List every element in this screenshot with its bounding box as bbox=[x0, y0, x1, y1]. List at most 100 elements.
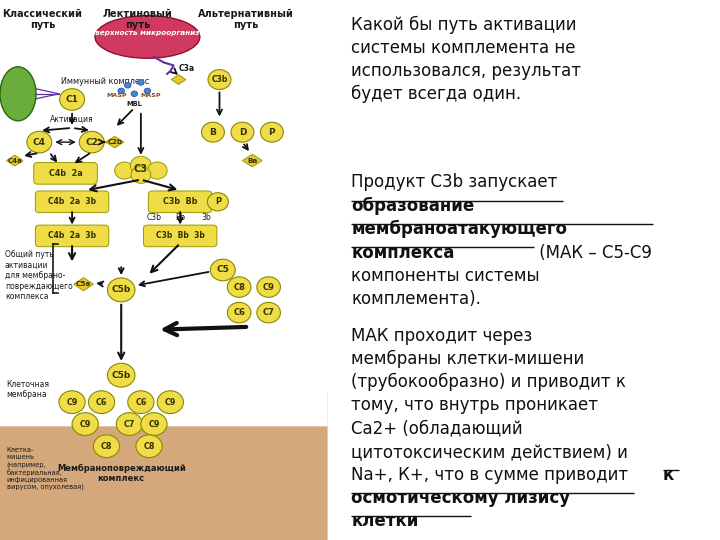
Circle shape bbox=[59, 391, 85, 414]
Text: MASP: MASP bbox=[140, 93, 161, 98]
Text: C4b  2a  3b: C4b 2a 3b bbox=[48, 197, 96, 206]
Text: Лектиновый
путь: Лектиновый путь bbox=[103, 9, 173, 30]
Text: C3b: C3b bbox=[146, 213, 161, 222]
Circle shape bbox=[107, 278, 135, 302]
Text: C5a: C5a bbox=[76, 281, 91, 287]
Text: C9: C9 bbox=[263, 282, 274, 292]
Circle shape bbox=[127, 391, 154, 414]
FancyBboxPatch shape bbox=[34, 163, 97, 184]
Text: Клетка-
мишень
(например,
бактериальная,
инфицированная
вирусом, опухолевая): Клетка- мишень (например, бактериальная,… bbox=[6, 448, 84, 490]
Polygon shape bbox=[243, 154, 262, 167]
Text: MASP: MASP bbox=[106, 93, 127, 98]
Circle shape bbox=[94, 435, 120, 457]
Polygon shape bbox=[73, 278, 94, 291]
Text: Какой бы путь активации
системы комплемента не
использовался, результат
будет вс: Какой бы путь активации системы комплеме… bbox=[351, 16, 581, 104]
Text: Клеточная
мембрана: Клеточная мембрана bbox=[6, 380, 50, 399]
Circle shape bbox=[257, 277, 280, 298]
Text: C6: C6 bbox=[233, 308, 245, 317]
Circle shape bbox=[60, 89, 84, 110]
Text: C4a: C4a bbox=[7, 158, 22, 164]
FancyBboxPatch shape bbox=[35, 191, 109, 213]
Text: C5: C5 bbox=[216, 266, 229, 274]
Text: C4: C4 bbox=[33, 138, 46, 146]
Text: C3b  Bb  3b: C3b Bb 3b bbox=[156, 232, 204, 240]
Ellipse shape bbox=[0, 67, 36, 121]
Circle shape bbox=[79, 131, 104, 153]
FancyBboxPatch shape bbox=[148, 191, 212, 213]
Text: клетки: клетки bbox=[351, 512, 418, 530]
Text: Классический
путь: Классический путь bbox=[3, 9, 83, 30]
Text: C5b: C5b bbox=[112, 370, 131, 380]
Circle shape bbox=[136, 435, 162, 457]
Text: Продукт С3b запускает: Продукт С3b запускает bbox=[351, 173, 557, 191]
Text: Ca2+ (обладающий: Ca2+ (обладающий bbox=[351, 420, 523, 437]
Text: МАК проходит через: МАК проходит через bbox=[351, 327, 532, 345]
FancyBboxPatch shape bbox=[35, 225, 109, 247]
Text: C2: C2 bbox=[85, 138, 98, 146]
Text: C9: C9 bbox=[66, 397, 78, 407]
Text: C8: C8 bbox=[101, 442, 112, 451]
Text: мембраноатакующего: мембраноатакующего bbox=[351, 220, 567, 239]
Text: образование: образование bbox=[351, 197, 474, 215]
Circle shape bbox=[202, 122, 225, 142]
Text: C8: C8 bbox=[233, 282, 245, 292]
Text: мембраны клетки-мишени: мембраны клетки-мишени bbox=[351, 350, 585, 368]
Circle shape bbox=[157, 391, 184, 414]
Text: B: B bbox=[210, 127, 217, 137]
Text: D: D bbox=[238, 127, 246, 137]
Circle shape bbox=[130, 156, 151, 174]
Circle shape bbox=[107, 363, 135, 387]
Text: C1: C1 bbox=[66, 95, 78, 104]
Circle shape bbox=[131, 91, 138, 97]
Text: (трубокообразно) и приводит к: (трубокообразно) и приводит к bbox=[351, 373, 626, 392]
FancyBboxPatch shape bbox=[143, 225, 217, 247]
Text: осмотическому лизису: осмотическому лизису bbox=[351, 489, 570, 507]
Text: P: P bbox=[269, 127, 275, 137]
FancyBboxPatch shape bbox=[0, 270, 328, 426]
Text: P: P bbox=[215, 197, 221, 206]
Text: Na+, К+, что в сумме приводит: Na+, К+, что в сумме приводит bbox=[351, 466, 634, 484]
Text: (МАК – С5-С9: (МАК – С5-С9 bbox=[534, 244, 652, 261]
Text: Общий путь
активации
для мембрано-
повреждающего
комплекса: Общий путь активации для мембрано- повре… bbox=[5, 251, 73, 301]
Text: C9: C9 bbox=[148, 420, 160, 429]
Text: Поверхность микроорганизма: Поверхность микроорганизма bbox=[84, 30, 210, 36]
Circle shape bbox=[231, 122, 254, 142]
Text: C9: C9 bbox=[79, 420, 91, 429]
Text: C4b  2a: C4b 2a bbox=[49, 169, 82, 178]
Circle shape bbox=[125, 83, 131, 88]
Circle shape bbox=[257, 302, 280, 323]
Text: MBL: MBL bbox=[127, 101, 143, 107]
Text: C7: C7 bbox=[124, 420, 135, 429]
Text: C3a: C3a bbox=[179, 64, 195, 73]
Circle shape bbox=[27, 131, 52, 153]
Circle shape bbox=[72, 413, 99, 435]
Circle shape bbox=[89, 391, 114, 414]
Text: C3: C3 bbox=[134, 164, 148, 174]
Text: Ba: Ba bbox=[247, 158, 258, 164]
Circle shape bbox=[148, 162, 167, 179]
Text: C6: C6 bbox=[96, 397, 107, 407]
Text: C9: C9 bbox=[165, 397, 176, 407]
Polygon shape bbox=[171, 75, 186, 84]
Text: Активация: Активация bbox=[50, 115, 94, 124]
Text: компоненты системы: компоненты системы bbox=[351, 267, 540, 285]
FancyBboxPatch shape bbox=[0, 392, 328, 540]
Ellipse shape bbox=[95, 16, 200, 58]
Text: C3b  Bb: C3b Bb bbox=[163, 197, 197, 206]
Text: C6: C6 bbox=[135, 397, 147, 407]
Circle shape bbox=[114, 162, 135, 179]
Text: комплемента).: комплемента). bbox=[351, 290, 481, 308]
Text: тому, что внутрь проникает: тому, что внутрь проникает bbox=[351, 396, 598, 414]
Circle shape bbox=[138, 79, 144, 85]
Polygon shape bbox=[6, 155, 23, 166]
Circle shape bbox=[131, 166, 150, 183]
Text: C8: C8 bbox=[143, 442, 155, 451]
Text: C3b: C3b bbox=[211, 75, 228, 84]
Text: Альтернативный
путь: Альтернативный путь bbox=[198, 9, 294, 30]
Text: 3b: 3b bbox=[202, 213, 211, 222]
Text: к: к bbox=[663, 466, 675, 484]
Circle shape bbox=[207, 193, 228, 211]
Text: цитотоксическим действием) и: цитотоксическим действием) и bbox=[351, 443, 628, 461]
Circle shape bbox=[228, 302, 251, 323]
Circle shape bbox=[141, 413, 167, 435]
